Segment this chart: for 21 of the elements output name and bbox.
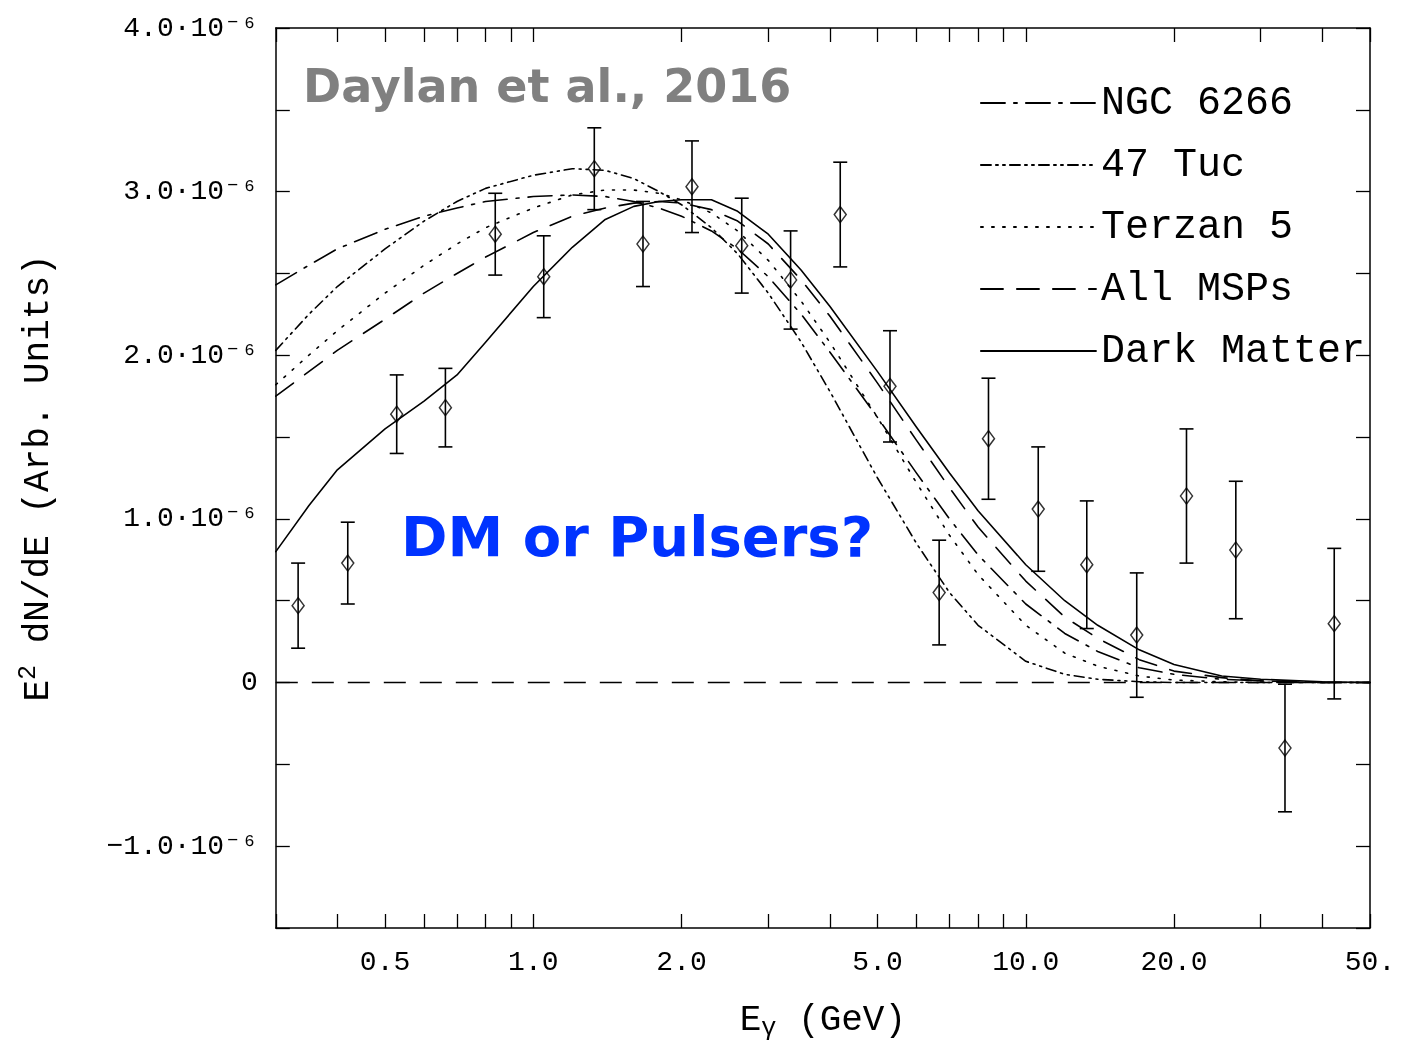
- y-tick-label: 1.0·10⁻⁶: [123, 503, 258, 535]
- y-tick-label: −1.0·10⁻⁶: [106, 830, 258, 862]
- y-tick-label: 2.0·10⁻⁶: [123, 339, 258, 371]
- x-tick-label: 0.5: [359, 946, 411, 978]
- legend-label: Terzan 5: [1100, 204, 1293, 250]
- y-tick-label: 0: [240, 667, 258, 699]
- x-tick-label: 10.0: [992, 946, 1060, 978]
- x-tick-label: 50.: [1344, 946, 1396, 978]
- legend-label: All MSPs: [1100, 266, 1293, 312]
- x-tick-label: 1.0: [508, 946, 559, 978]
- y-tick-label: 3.0·10⁻⁶: [123, 176, 258, 208]
- legend-label: NGC 6266: [1100, 80, 1293, 126]
- y-tick-label: 4.0·10⁻⁶: [123, 12, 258, 44]
- y-axis-title: E2 dN/dE (Arb. Units): [14, 254, 59, 702]
- annotation: DM or Pulsers?: [401, 503, 874, 569]
- annotation: Daylan et al., 2016: [303, 59, 792, 113]
- legend-label: 47 Tuc: [1100, 142, 1245, 188]
- legend-label: Dark Matter: [1100, 328, 1365, 374]
- x-tick-label: 20.0: [1140, 946, 1208, 978]
- x-tick-label: 2.0: [656, 946, 707, 978]
- x-tick-label: 5.0: [852, 946, 903, 978]
